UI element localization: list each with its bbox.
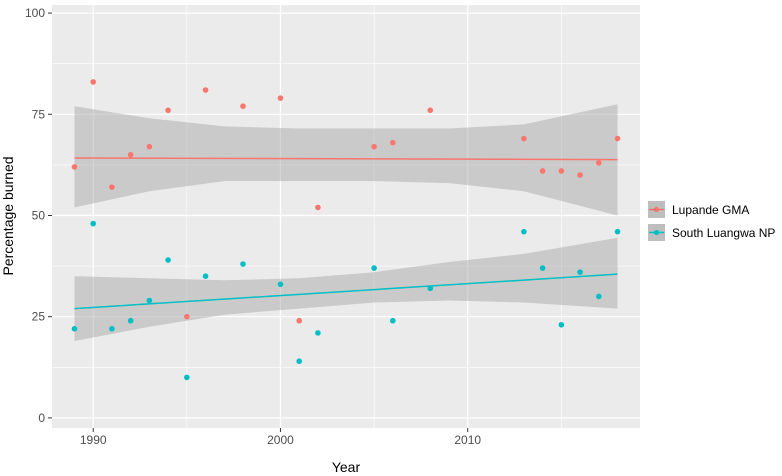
legend-label-south-luangwa: South Luangwa NP xyxy=(672,226,775,240)
x-axis-title: Year xyxy=(332,459,361,475)
data-point-lupande xyxy=(558,168,565,174)
data-point-south-luangwa xyxy=(614,228,621,235)
data-point-lupande xyxy=(184,313,190,320)
data-point-south-luangwa xyxy=(296,358,302,365)
x-tick-label: 1990 xyxy=(80,433,107,447)
data-point-south-luangwa xyxy=(596,293,602,300)
data-point-lupande xyxy=(371,143,377,150)
data-point-south-luangwa xyxy=(315,330,321,336)
trend-lines xyxy=(74,157,618,310)
y-tick-label: 25 xyxy=(32,310,46,324)
data-point-south-luangwa xyxy=(165,257,171,263)
data-point-lupande xyxy=(614,135,621,142)
confidence-band-south-luangwa xyxy=(74,237,618,341)
data-point-lupande xyxy=(127,151,134,158)
legend-item-south-luangwa: South Luangwa NP xyxy=(648,224,775,241)
data-point-lupande xyxy=(315,204,321,211)
data-point-lupande xyxy=(539,168,546,174)
data-point-lupande xyxy=(277,95,284,101)
plot-panel xyxy=(52,5,640,428)
data-point-south-luangwa xyxy=(390,317,396,324)
data-point-south-luangwa xyxy=(539,265,546,271)
y-tick-label: 50 xyxy=(32,208,46,222)
data-point-south-luangwa xyxy=(90,220,96,227)
data-point-lupande xyxy=(109,184,115,190)
grid-minor xyxy=(52,5,640,428)
grid-major xyxy=(52,5,640,428)
data-point-south-luangwa xyxy=(521,228,527,235)
data-point-south-luangwa xyxy=(277,281,284,288)
y-tick-label: 100 xyxy=(25,6,45,20)
y-axis-title: Percentage burned xyxy=(0,156,16,275)
data-point-lupande xyxy=(71,164,78,170)
legend-label-lupande: Lupande GMA xyxy=(672,203,749,217)
data-point-lupande xyxy=(240,103,246,109)
y-tick-label: 0 xyxy=(38,411,45,425)
data-point-lupande xyxy=(390,139,396,146)
x-axis: 1990 2000 2010 xyxy=(80,428,481,447)
legend-point-lupande xyxy=(653,206,660,213)
data-point-lupande xyxy=(596,160,602,166)
data-point-south-luangwa xyxy=(577,269,583,275)
y-tick-label: 75 xyxy=(32,107,46,121)
data-point-south-luangwa xyxy=(240,261,246,267)
legend: Lupande GMA South Luangwa NP xyxy=(648,201,775,241)
data-point-lupande xyxy=(146,143,153,150)
data-point-south-luangwa xyxy=(202,273,209,280)
x-tick-label: 2010 xyxy=(454,433,481,447)
data-point-south-luangwa xyxy=(184,374,190,381)
data-point-lupande xyxy=(296,317,302,324)
data-point-south-luangwa xyxy=(427,285,434,292)
legend-point-south-luangwa xyxy=(653,229,660,236)
y-axis: 0 25 50 75 100 xyxy=(25,6,52,425)
data-point-lupande xyxy=(521,135,527,142)
data-point-south-luangwa xyxy=(127,317,134,324)
data-point-lupande xyxy=(165,107,171,114)
data-point-lupande xyxy=(577,172,583,178)
trend-line-lupande xyxy=(74,157,618,161)
data-point-south-luangwa xyxy=(371,265,377,271)
data-point-south-luangwa xyxy=(146,297,153,304)
confidence-band-lupande xyxy=(74,104,618,216)
data-point-south-luangwa xyxy=(109,326,115,332)
data-points xyxy=(71,79,621,381)
data-point-lupande xyxy=(90,79,96,85)
data-point-lupande xyxy=(202,87,209,93)
data-point-south-luangwa xyxy=(71,326,78,332)
confidence-bands xyxy=(74,104,618,341)
data-point-lupande xyxy=(427,107,434,114)
data-point-south-luangwa xyxy=(558,321,565,328)
x-tick-label: 2000 xyxy=(267,433,294,447)
trend-line-south-luangwa xyxy=(74,273,618,310)
legend-item-lupande: Lupande GMA xyxy=(648,201,749,218)
